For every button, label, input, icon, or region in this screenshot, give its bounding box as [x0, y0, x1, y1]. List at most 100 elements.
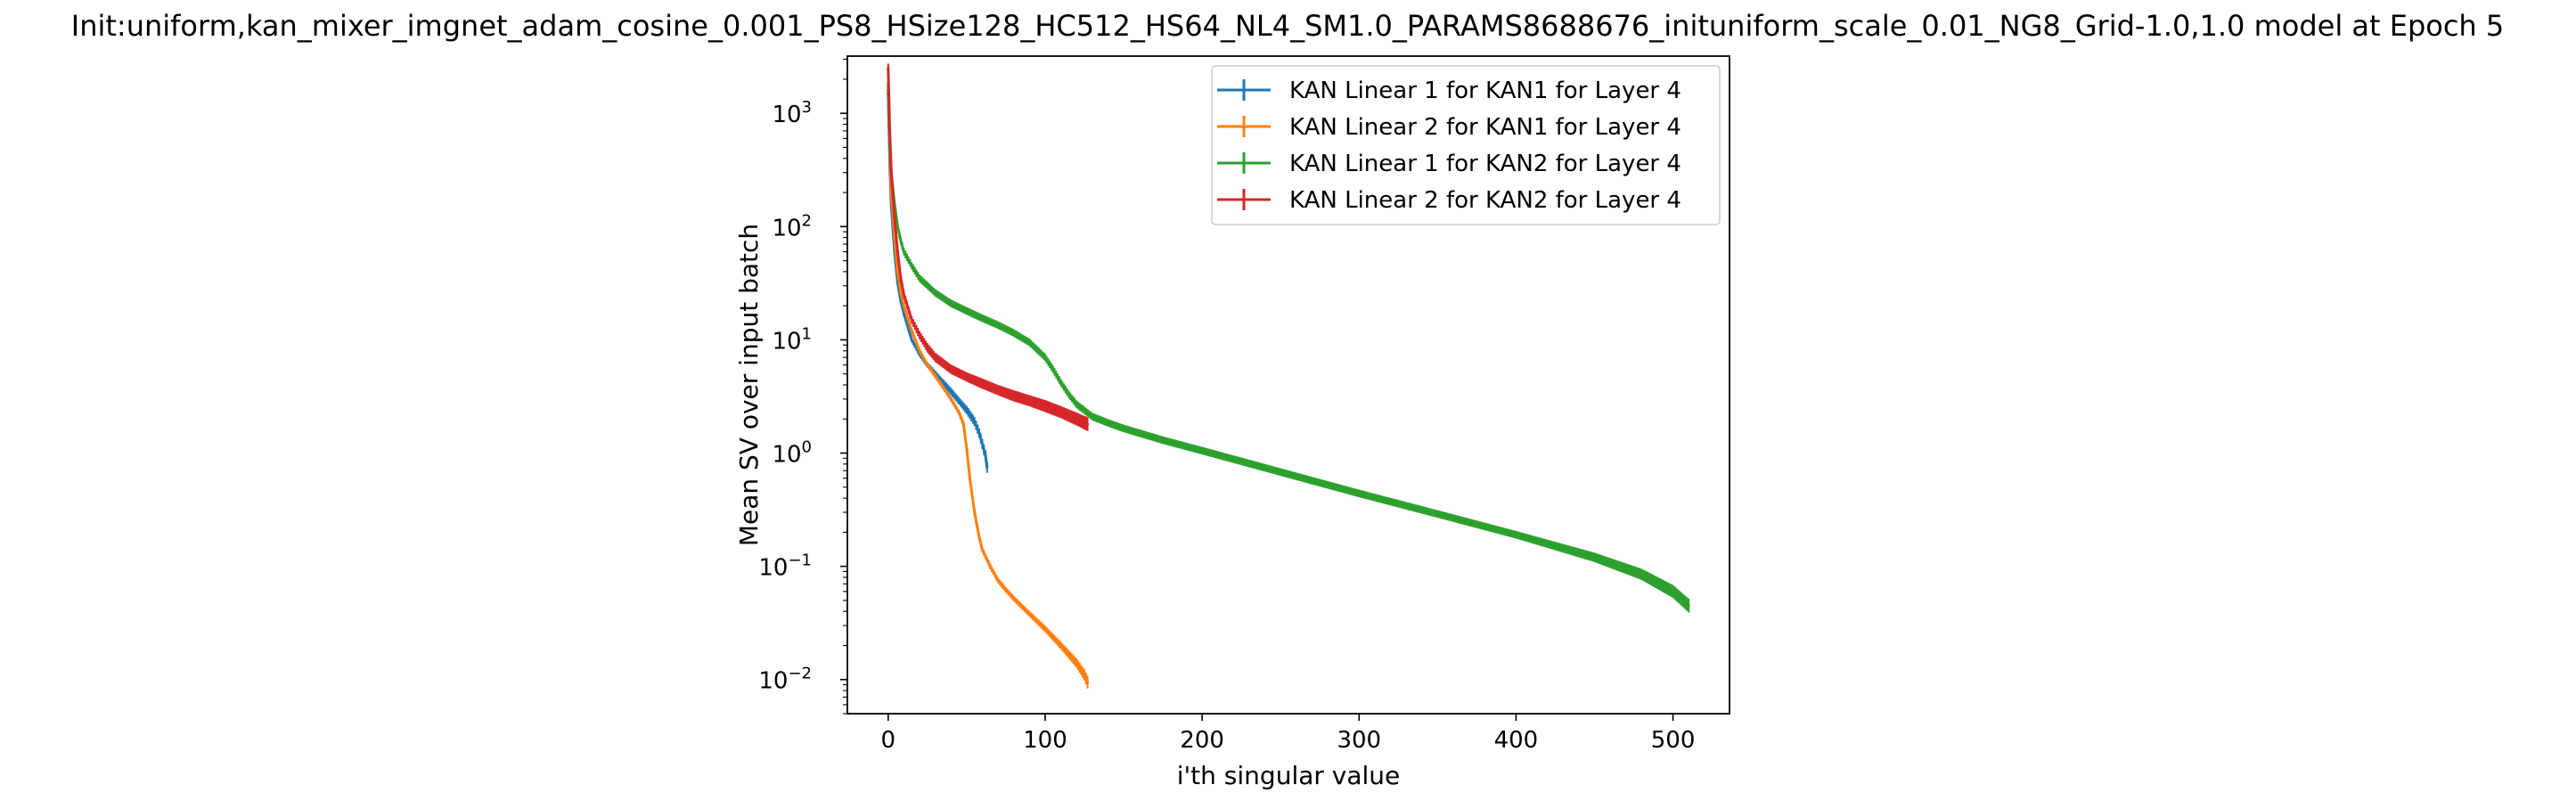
series-line [887, 90, 1690, 607]
data-point [1059, 643, 1063, 648]
data-point [1671, 590, 1675, 593]
series-2 [887, 82, 1090, 689]
series-line [887, 84, 1089, 683]
data-point [985, 465, 989, 470]
x-axis-ticks: 0 100 200 300 400 500 [881, 714, 1696, 754]
data-point [980, 442, 985, 446]
data-point [1592, 555, 1597, 560]
data-point [1043, 627, 1047, 631]
data-point [934, 291, 937, 295]
data-point [899, 276, 903, 280]
data-point [1640, 573, 1643, 576]
data-point [1357, 492, 1361, 495]
y-tick-label: 102 [772, 211, 812, 241]
data-point [980, 548, 985, 552]
data-point [1067, 393, 1070, 396]
data-point [1091, 414, 1094, 419]
data-point [1027, 340, 1031, 344]
data-point [1075, 661, 1078, 665]
data-point [1161, 438, 1165, 442]
y-tick-label: 10−1 [758, 552, 812, 582]
data-point [988, 565, 992, 568]
data-point [1027, 612, 1031, 616]
data-point [1059, 410, 1063, 414]
legend-label: KAN Linear 2 for KAN2 for Layer 4 [1289, 187, 1681, 214]
data-point [895, 225, 899, 228]
data-point [1083, 673, 1086, 677]
data-point [1004, 588, 1008, 592]
data-point [1012, 597, 1016, 601]
data-point [984, 454, 987, 457]
y-tick-label: 10−2 [758, 665, 812, 695]
data-point [973, 420, 977, 423]
data-point [1027, 399, 1031, 403]
legend-entry: KAN Linear 2 for KAN1 for Layer 4 [1217, 114, 1681, 141]
data-point [980, 382, 985, 386]
data-point [910, 264, 913, 267]
data-point [1043, 404, 1047, 408]
data-point [910, 338, 913, 342]
y-tick-label: 101 [772, 324, 812, 355]
data-point [1106, 421, 1110, 425]
data-point [949, 301, 953, 306]
legend-entry: KAN Linear 1 for KAN2 for Layer 4 [1217, 151, 1681, 177]
data-point [941, 386, 945, 389]
data-point [1075, 403, 1078, 406]
data-point [949, 397, 953, 401]
data-point [926, 346, 929, 349]
data-point [977, 535, 981, 539]
data-point [902, 249, 906, 254]
data-point [889, 171, 893, 175]
data-point [1012, 331, 1016, 335]
data-point [1085, 680, 1090, 684]
y-tick-label: 103 [772, 98, 812, 128]
data-point [934, 355, 937, 359]
data-point [949, 367, 953, 372]
data-point [957, 399, 961, 403]
data-point [893, 216, 896, 219]
data-point [887, 129, 892, 133]
data-point [1051, 367, 1055, 372]
data-point [965, 375, 969, 379]
x-tick-label: 300 [1337, 727, 1381, 754]
data-point [977, 431, 981, 435]
data-point [980, 316, 985, 320]
legend-entries: KAN Linear 1 for KAN1 for Layer 4 KAN Lin… [1217, 78, 1681, 214]
data-point [996, 323, 1000, 327]
data-point [968, 477, 972, 480]
data-point [918, 349, 921, 353]
data-point [934, 374, 937, 378]
data-point [973, 511, 977, 514]
legend: KAN Linear 1 for KAN1 for Layer 4 KAN Lin… [1211, 65, 1721, 225]
data-point [1012, 394, 1016, 397]
data-point [887, 67, 890, 70]
data-point [899, 239, 903, 242]
data-point [965, 446, 969, 450]
legend-entry: KAN Linear 2 for KAN2 for Layer 4 [1217, 187, 1681, 214]
data-point [996, 578, 1000, 583]
chart-title: Init:uniform,kan_mixer_imgnet_adam_cosin… [71, 9, 2504, 43]
data-point [910, 329, 913, 332]
x-tick-label: 500 [1651, 727, 1696, 754]
y-axis-ticks: 10−2 10−1 100 101 102 103 [758, 59, 847, 715]
data-point [902, 304, 906, 307]
data-point [918, 333, 921, 337]
data-point [926, 364, 929, 367]
x-tick-label: 200 [1180, 727, 1224, 754]
data-point [961, 422, 965, 426]
data-point [1075, 417, 1078, 421]
y-axis-label: Mean SV over input batch [734, 224, 764, 546]
data-point [996, 388, 1000, 392]
x-tick-label: 0 [881, 727, 896, 754]
series-line [887, 68, 1089, 426]
y-tick-label: 100 [772, 438, 812, 469]
series-group [887, 63, 1690, 689]
data-point [1043, 355, 1047, 359]
data-point [895, 270, 899, 274]
data-point [1435, 512, 1439, 516]
legend-entry: KAN Linear 1 for KAN1 for Layer 4 [1217, 78, 1681, 104]
data-point [1059, 380, 1063, 384]
data-point [1514, 533, 1518, 536]
data-point [1200, 449, 1204, 453]
